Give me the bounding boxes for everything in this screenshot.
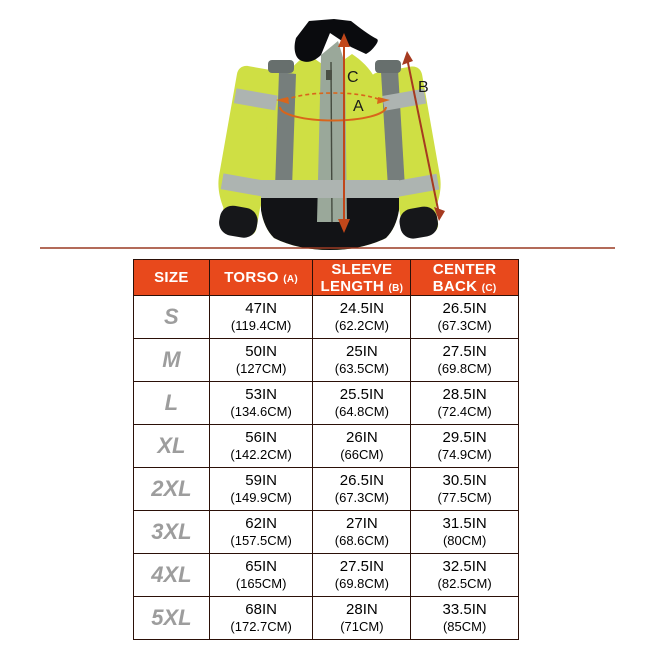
svg-text:C: C xyxy=(347,69,359,86)
svg-text:B: B xyxy=(418,79,429,96)
svg-text:A: A xyxy=(353,98,364,115)
